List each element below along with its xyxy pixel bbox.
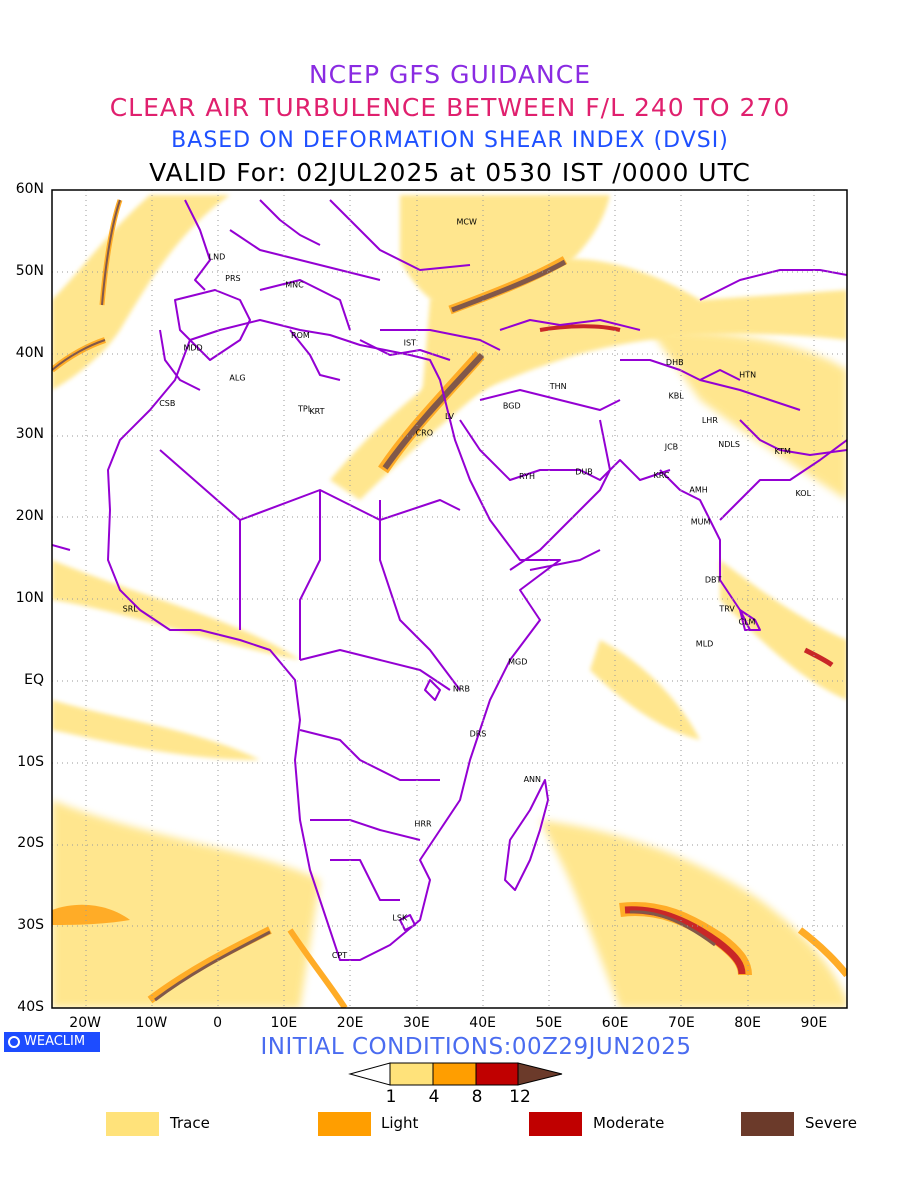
lat-tick-label: 40N (15, 344, 44, 361)
turbulence-map: MCW LND PRS MNC ROM MDD IST DHB HTN ALG THN CSB KBL T… (51, 189, 848, 1009)
city-label-ann: ANN (524, 775, 541, 784)
city-label-rom: ROM (291, 331, 310, 340)
legend-label-moderate: Moderate (593, 1114, 665, 1132)
city-label-htn: HTN (739, 370, 756, 379)
legend-label-light: Light (381, 1114, 419, 1132)
lat-tick-label: 10S (17, 753, 44, 770)
city-label-clm: CLM (738, 617, 755, 626)
weaclim-logo: WEACLIM (4, 1032, 100, 1052)
lon-tick-label: 10E (270, 1015, 298, 1031)
city-label-dub: DUB (575, 468, 593, 477)
colorbar-tick-12: 12 (509, 1087, 531, 1107)
city-label-hrr: HRR (414, 819, 432, 828)
lon-tick-label: 30E (403, 1015, 430, 1031)
city-label-drs: DRS (470, 729, 487, 738)
city-label-cpt: CPT (332, 951, 347, 960)
city-label-bgd: BGD (503, 401, 521, 410)
legend-swatch-trace (106, 1112, 159, 1136)
legend-label-severe: Severe (805, 1114, 857, 1132)
city-label-lsk: LSK (392, 913, 408, 922)
lon-tick-label: 40E (469, 1015, 496, 1031)
turbulence-shading (52, 195, 847, 1008)
lon-tick-label: 20W (69, 1015, 101, 1031)
city-label-ist: IST (404, 338, 416, 347)
legend-swatch-light (318, 1112, 371, 1136)
city-label-csb: CSB (159, 399, 175, 408)
lat-tick-label: 20S (17, 835, 44, 852)
lon-tick-label: 50E (535, 1015, 563, 1031)
legend-label-trace: Trace (170, 1114, 210, 1132)
title-index: BASED ON DEFORMATION SHEAR INDEX (DVSI) (171, 128, 729, 153)
city-label-lv: LV (445, 412, 455, 421)
initial-conditions: INITIAL CONDITIONS:00Z29JUN2025 (260, 1034, 692, 1060)
colorbar-tick-1: 1 (385, 1087, 397, 1107)
city-label-mcw: MCW (457, 217, 477, 226)
lon-tick-label: 90E (800, 1015, 828, 1031)
city-label-mld: MLD (696, 639, 714, 648)
city-label-srl: SRL (123, 604, 139, 613)
colorbar-bin-trace (389, 1062, 434, 1086)
city-label-mum: MUM (691, 518, 711, 527)
city-label-prs: PRS (225, 274, 240, 283)
colorbar-tick-4: 4 (428, 1087, 440, 1107)
city-label-dhb: DHB (666, 358, 684, 367)
lat-tick-label: 60N (15, 181, 44, 197)
city-label-ryh: RYH (519, 472, 535, 481)
colorbar (348, 1062, 563, 1086)
city-label-lhr: LHR (702, 416, 718, 425)
lon-tick-label: 60E (601, 1015, 629, 1031)
lon-tick-label: 20E (336, 1015, 364, 1031)
title-valid-time: VALID For: 02JUL2025 at 0530 IST /0000 U… (149, 158, 751, 187)
city-label-trv: TRV (718, 604, 735, 613)
city-label-ktm: KTM (775, 447, 792, 456)
lat-tick-label: 40S (17, 999, 44, 1015)
city-label-cro: CRO (416, 428, 433, 437)
lon-tick-label: 0 (213, 1015, 223, 1031)
lat-tick-label: 10N (15, 590, 44, 606)
city-label-amh: AMH (689, 486, 707, 495)
lon-tick-label: 70E (668, 1015, 695, 1031)
city-label-kol: KOL (795, 489, 811, 498)
city-label-dbt: DBT (705, 576, 722, 585)
colorbar-tick-8: 8 (471, 1087, 483, 1107)
colorbar-low-arrow (348, 1062, 391, 1086)
lat-tick-label: 30N (15, 426, 44, 443)
city-label-krt: KRT (309, 407, 324, 416)
lat-tick-label: 50N (15, 262, 44, 279)
lon-tick-label: 10W (135, 1015, 168, 1031)
city-label-jcb: JCB (664, 442, 678, 451)
lat-tick-label: EQ (24, 671, 44, 688)
legend-swatch-moderate (529, 1112, 582, 1136)
weaclim-ring-icon (8, 1036, 20, 1048)
weaclim-brand: WEACLIM (24, 1034, 86, 1049)
title-model: NCEP GFS GUIDANCE (308, 60, 591, 89)
lat-tick-label: 20N (15, 508, 44, 525)
city-label-thn: THN (549, 382, 567, 391)
country-boundaries (52, 199, 847, 961)
city-label-tpl: TPL (297, 405, 313, 414)
legend-swatch-severe (741, 1112, 794, 1136)
city-label-krc: KRC (654, 471, 670, 480)
city-label-ndls: NDLS (718, 440, 740, 449)
city-label-kbl: KBL (668, 392, 684, 401)
city-label-lnd: LND (209, 253, 226, 262)
colorbar-bin-light (432, 1062, 477, 1086)
title-product: CLEAR AIR TURBULENCE BETWEEN F/L 240 TO … (109, 93, 791, 122)
map-frame (51, 189, 848, 1009)
colorbar-bin-moderate (475, 1062, 519, 1086)
city-labels: MCW LND PRS MNC ROM MDD IST DHB HTN ALG THN CSB KBL T… (123, 217, 812, 960)
colorbar-high-arrow (517, 1062, 563, 1086)
city-label-alg: ALG (229, 374, 245, 383)
lat-tick-label: 30S (17, 917, 44, 934)
city-label-nrb: NRB (453, 684, 470, 693)
city-label-mnc: MNC (285, 280, 304, 289)
lon-tick-label: 80E (734, 1015, 761, 1031)
city-label-mdd: MDD (183, 343, 202, 352)
city-label-mgd: MGD (508, 657, 527, 666)
